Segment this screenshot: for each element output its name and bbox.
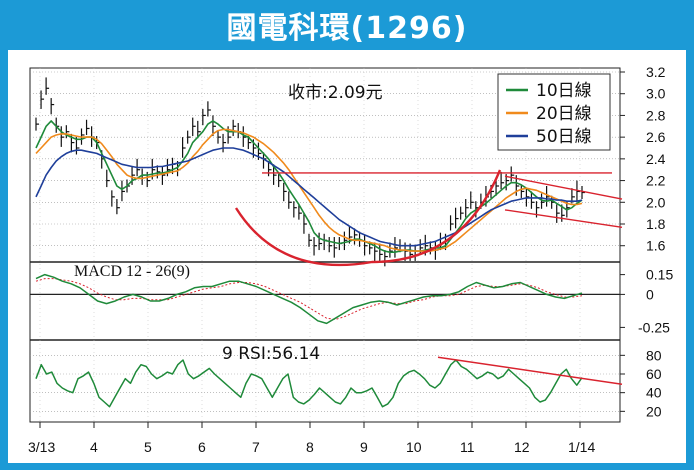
ma-line-3	[35, 147, 583, 247]
legend-label: 10日線	[536, 81, 592, 101]
price-tick-label: 2.6	[646, 129, 666, 145]
month-label: 12	[514, 439, 530, 455]
month-label: 8	[306, 439, 314, 455]
price-tick-label: 2.4	[646, 151, 666, 167]
macd-signal-line	[35, 278, 583, 320]
channel-upper-line	[504, 175, 623, 200]
macd-tick-label: 0.15	[646, 267, 673, 283]
macd-label: MACD 12 - 26(9)	[74, 263, 190, 280]
rsi-tick-label: 20	[646, 403, 662, 419]
month-label: 6	[198, 439, 206, 455]
month-label: 4	[90, 439, 98, 455]
price-tick-label: 1.8	[646, 216, 666, 232]
rsi-tick-label: 80	[646, 347, 662, 363]
macd-tick-label: 0	[646, 286, 654, 302]
rsi-trend-line	[437, 356, 623, 386]
legend-label: 50日線	[536, 127, 592, 147]
month-label: 1/14	[568, 439, 595, 455]
price-tick-label: 2.0	[646, 194, 666, 210]
close-price-annotation: 收市:2.09元	[288, 83, 383, 103]
ma-line-1	[35, 120, 583, 253]
price-tick-label: 3.2	[646, 64, 666, 80]
macd-line	[35, 273, 583, 325]
month-label: 11	[460, 439, 475, 455]
month-label: 7	[252, 439, 260, 455]
rsi-line	[35, 359, 583, 408]
ma-line-2	[35, 128, 583, 252]
month-label: 10	[406, 439, 422, 455]
month-label: 3/13	[28, 439, 55, 455]
chart-title: 國電科環(1296)	[226, 11, 468, 46]
rsi-tick-label: 40	[646, 385, 662, 401]
legend-label: 20日線	[536, 104, 592, 124]
rsi-tick-label: 60	[646, 366, 662, 382]
price-tick-label: 1.6	[646, 238, 666, 254]
month-label: 9	[360, 439, 368, 455]
plot-border	[29, 67, 621, 423]
channel-lower-line	[504, 209, 623, 228]
price-tick-label: 2.8	[646, 107, 666, 123]
rounding-bottom-arc	[234, 169, 502, 267]
price-tick-label: 2.2	[646, 173, 666, 189]
macd-tick-label: -0.25	[638, 319, 670, 335]
rsi-label: 9 RSI:56.14	[222, 344, 320, 364]
price-tick-label: 3.0	[646, 86, 666, 102]
month-label: 5	[144, 439, 152, 455]
